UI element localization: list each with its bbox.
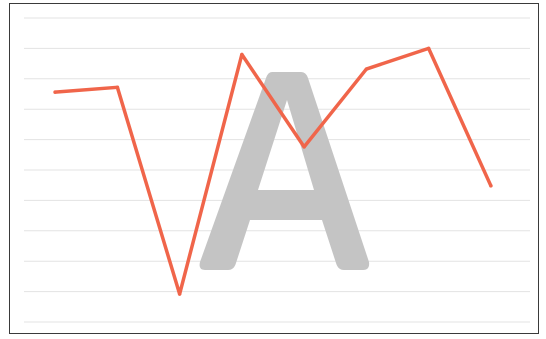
- gridlines: [24, 17, 530, 323]
- watermark-a-logo: [199, 72, 370, 270]
- series-points: [53, 46, 493, 296]
- data-point: [302, 145, 306, 149]
- data-point: [364, 67, 369, 71]
- data-point: [177, 292, 182, 296]
- data-point: [115, 85, 120, 90]
- chart-frame: [9, 3, 539, 334]
- data-point: [240, 52, 244, 57]
- data-point: [489, 184, 493, 188]
- data-point: [53, 90, 57, 94]
- data-point: [426, 46, 431, 51]
- series-line: [53, 46, 493, 296]
